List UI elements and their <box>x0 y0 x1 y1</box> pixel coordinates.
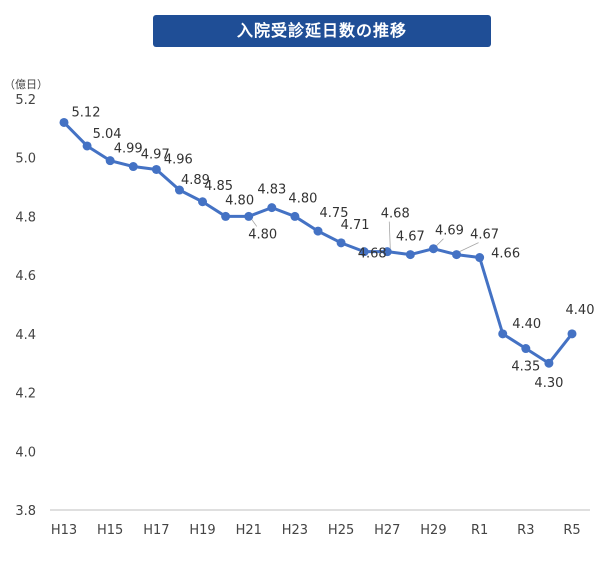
y-unit-label: （億日） <box>4 78 48 91</box>
data-label: 4.68 <box>358 247 387 262</box>
x-tick-label: H23 <box>282 523 308 538</box>
label-leader-line <box>388 221 391 249</box>
x-tick-label: H21 <box>236 523 262 538</box>
y-tick-label: 4.2 <box>15 387 36 402</box>
data-point <box>475 253 485 263</box>
data-label: 4.67 <box>470 228 499 243</box>
data-point <box>174 185 184 195</box>
data-label: 4.68 <box>381 207 410 222</box>
data-label: 4.80 <box>288 191 317 206</box>
y-tick-label: 4.4 <box>15 328 36 343</box>
data-label: 4.80 <box>248 227 277 242</box>
x-tick-label: H19 <box>189 523 215 538</box>
x-tick-label: R1 <box>471 523 488 538</box>
y-tick-label: 4.6 <box>15 269 36 284</box>
x-tick-label: R5 <box>563 523 580 538</box>
data-point <box>405 250 415 260</box>
data-point <box>198 197 208 207</box>
data-label: 4.67 <box>396 230 425 245</box>
data-point <box>151 164 161 174</box>
data-label: 4.97 <box>141 148 170 163</box>
data-point <box>382 247 392 257</box>
y-tick-label: 4.0 <box>15 445 36 460</box>
data-label: 4.99 <box>114 142 143 157</box>
data-label: 4.85 <box>204 179 233 194</box>
x-tick-label: H29 <box>420 523 446 538</box>
data-label: 4.40 <box>566 303 595 318</box>
data-label: 4.71 <box>341 218 370 233</box>
data-point <box>452 250 462 260</box>
x-tick-label: H13 <box>51 523 77 538</box>
x-tick-label: H15 <box>97 523 123 538</box>
y-tick-label: 5.0 <box>15 152 36 167</box>
y-tick-label: 5.2 <box>15 93 36 108</box>
label-leader-line <box>436 238 444 247</box>
x-tick-label: H27 <box>374 523 400 538</box>
data-label: 4.69 <box>435 224 464 239</box>
data-label: 4.35 <box>511 360 540 375</box>
data-point <box>82 141 92 151</box>
x-tick-label: R3 <box>517 523 534 538</box>
data-label: 4.80 <box>225 193 254 208</box>
data-point <box>221 211 231 221</box>
y-tick-label: 3.8 <box>15 504 36 519</box>
data-label: 5.04 <box>93 127 122 142</box>
data-point <box>498 329 508 339</box>
data-point <box>428 244 438 254</box>
data-label: 4.66 <box>491 247 520 262</box>
data-label: 4.83 <box>257 183 286 198</box>
data-point <box>544 358 554 368</box>
data-label: 4.40 <box>512 317 541 332</box>
label-leader-line <box>459 242 479 252</box>
data-point <box>267 203 277 213</box>
data-label: 5.12 <box>72 105 101 120</box>
data-point <box>290 211 300 221</box>
data-point <box>313 226 323 236</box>
x-tick-label: H25 <box>328 523 354 538</box>
data-label: 4.96 <box>164 152 193 167</box>
data-point <box>105 156 115 166</box>
y-tick-label: 4.8 <box>15 210 36 225</box>
chart-title: 入院受診延日数の推移 <box>153 15 491 47</box>
data-label: 4.30 <box>534 376 563 391</box>
data-label: 4.75 <box>320 206 349 221</box>
x-tick-label: H17 <box>143 523 169 538</box>
data-point <box>359 247 369 257</box>
data-point <box>59 117 69 127</box>
data-point <box>521 344 531 354</box>
data-point <box>128 162 138 172</box>
data-point <box>244 211 254 221</box>
data-label: 4.89 <box>181 173 210 188</box>
data-point <box>567 329 577 339</box>
label-leader-line <box>251 219 258 227</box>
data-point <box>336 238 346 248</box>
